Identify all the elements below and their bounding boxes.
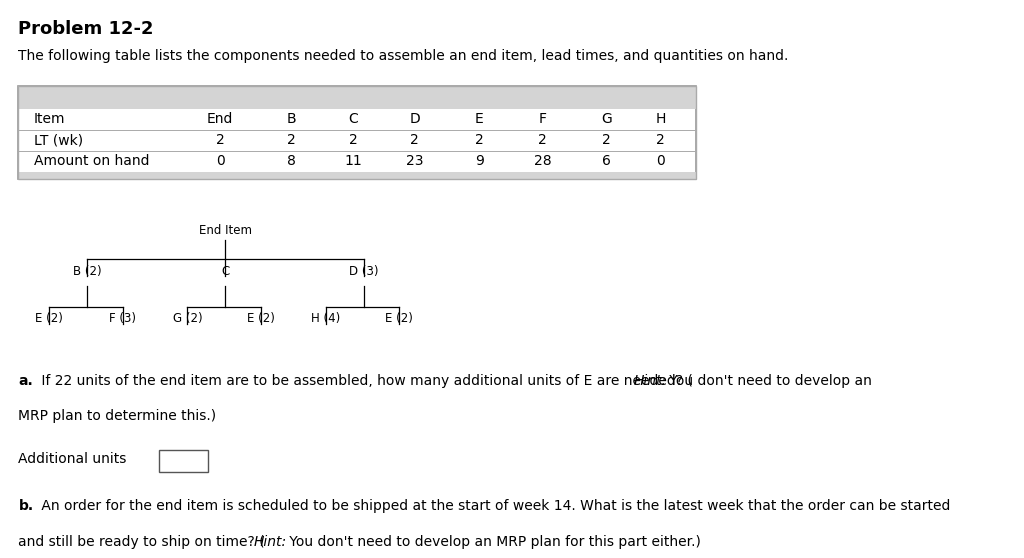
Text: C: C [348,112,358,126]
Text: MRP plan to determine this.): MRP plan to determine this.) [18,409,216,423]
Text: C: C [221,265,229,278]
Text: E (2): E (2) [385,312,414,325]
Text: F: F [539,112,547,126]
Text: Hint:: Hint: [634,374,667,388]
Text: E (2): E (2) [35,312,63,325]
Text: E (2): E (2) [247,312,275,325]
Text: H (4): H (4) [311,312,340,325]
Text: 2: 2 [539,133,547,147]
Text: 2: 2 [216,133,224,147]
Text: You don't need to develop an: You don't need to develop an [666,374,872,388]
Text: 2: 2 [656,133,665,147]
Text: 2: 2 [349,133,357,147]
Text: F (3): F (3) [110,312,136,325]
Text: 2: 2 [475,133,483,147]
Text: If 22 units of the end item are to be assembled, how many additional units of E : If 22 units of the end item are to be as… [37,374,693,388]
Text: 2: 2 [411,133,419,147]
Text: 6: 6 [602,155,610,169]
Text: b.: b. [18,499,34,513]
Text: B: B [287,112,297,126]
Text: 23: 23 [406,155,424,169]
Bar [18,86,696,179]
Text: G: G [601,112,611,126]
Text: B (2): B (2) [73,265,101,278]
Text: Problem 12-2: Problem 12-2 [18,20,154,37]
Text: 28: 28 [534,155,552,169]
Text: 2: 2 [602,133,610,147]
Text: 11: 11 [344,155,362,169]
Text: LT (wk): LT (wk) [34,133,83,147]
Text: H: H [655,112,666,126]
Bar [18,86,696,179]
Bar [18,86,696,109]
Text: D (3): D (3) [349,265,378,278]
Text: 0: 0 [216,155,224,169]
Text: D: D [410,112,420,126]
Text: Hint:: Hint: [253,535,287,549]
Text: 8: 8 [288,155,296,169]
Bar [18,172,696,179]
Text: and still be ready to ship on time? (: and still be ready to ship on time? ( [18,535,265,549]
Text: a.: a. [18,374,33,388]
Text: Additional units: Additional units [18,452,127,466]
Text: End Item: End Item [199,224,252,237]
Text: E: E [475,112,483,126]
Bar [159,450,208,472]
Text: You don't need to develop an MRP plan for this part either.): You don't need to develop an MRP plan fo… [285,535,701,549]
Text: 9: 9 [475,155,483,169]
Text: An order for the end item is scheduled to be shipped at the start of week 14. Wh: An order for the end item is scheduled t… [37,499,950,513]
Text: Item: Item [34,112,66,126]
Text: Amount on hand: Amount on hand [34,155,150,169]
Text: 2: 2 [288,133,296,147]
Text: G (2): G (2) [173,312,202,325]
Text: 0: 0 [656,155,665,169]
Text: The following table lists the components needed to assemble an end item, lead ti: The following table lists the components… [18,49,788,62]
Text: End: End [207,112,233,126]
